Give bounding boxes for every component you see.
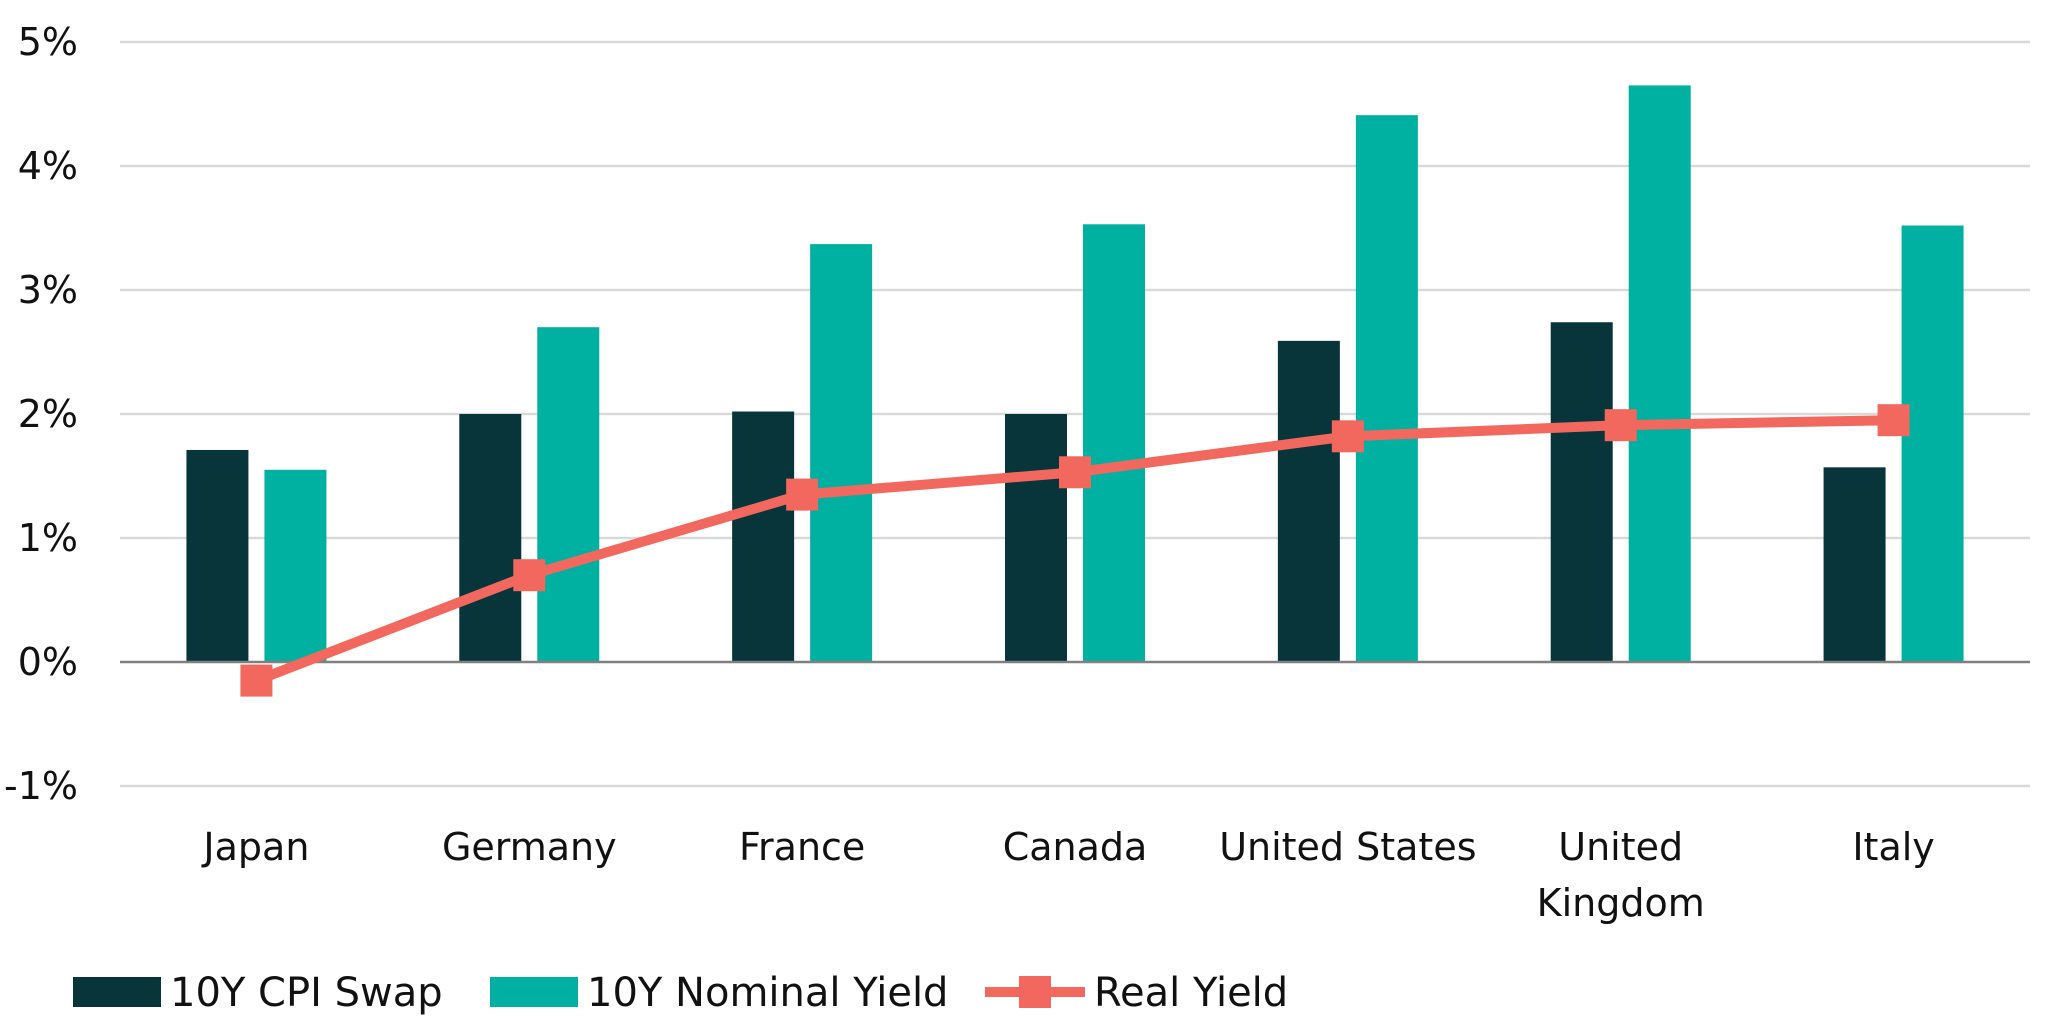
legend: 10Y CPI Swap 10Y Nominal Yield Real Yield bbox=[73, 970, 1288, 1016]
y-tick-label: -1% bbox=[4, 764, 78, 808]
x-category-label: United Kingdom bbox=[1537, 825, 1705, 925]
real-yield-marker bbox=[1059, 456, 1091, 489]
bar-cpi-swap bbox=[732, 411, 795, 662]
legend-label-nominal-yield: 10Y Nominal Yield bbox=[587, 970, 948, 1016]
real-yield-marker bbox=[1877, 404, 1910, 437]
x-category-label-line: Kingdom bbox=[1537, 881, 1705, 925]
x-category-label-line: Japan bbox=[201, 825, 309, 869]
x-axis-category-labels: Japan Germany France Canada United States Uni… bbox=[201, 825, 1934, 925]
x-category-label: United States bbox=[1219, 825, 1476, 869]
bar-nominal-yield bbox=[1628, 85, 1691, 662]
bar-nominal-yield bbox=[810, 244, 873, 662]
bar-nominal-yield bbox=[264, 469, 327, 662]
y-tick-label: 5% bbox=[18, 20, 78, 64]
bar-cpi-swap bbox=[1005, 414, 1067, 662]
legend-label-cpi-swap: 10Y CPI Swap bbox=[170, 970, 443, 1016]
x-category-label-line: Canada bbox=[1003, 825, 1148, 869]
legend-marker-real-yield bbox=[1019, 976, 1051, 1008]
bar-nominal-yield bbox=[1355, 115, 1418, 662]
bars bbox=[186, 85, 1964, 662]
real-yield-marker bbox=[1331, 420, 1364, 453]
x-category-label: Italy bbox=[1852, 825, 1934, 869]
legend-swatch-nominal-yield bbox=[490, 977, 578, 1007]
x-category-label: Germany bbox=[442, 825, 617, 869]
y-tick-label: 2% bbox=[18, 392, 78, 436]
y-axis-tick-labels: 5% 4% 3% 2% 1% 0% -1% bbox=[4, 20, 78, 808]
y-tick-label: 3% bbox=[18, 268, 78, 312]
x-category-label-line: France bbox=[739, 825, 865, 869]
bar-cpi-swap bbox=[1550, 322, 1613, 662]
real-yield-marker bbox=[1604, 409, 1637, 442]
legend-swatch-cpi-swap bbox=[73, 977, 161, 1007]
x-category-label-line: United States bbox=[1219, 825, 1476, 869]
bar-nominal-yield bbox=[1901, 225, 1964, 662]
real-yield-marker bbox=[513, 559, 546, 592]
real-yield-marker bbox=[786, 478, 819, 511]
legend-label-real-yield: Real Yield bbox=[1094, 970, 1288, 1016]
x-category-label-line: Germany bbox=[442, 825, 617, 869]
bar-cpi-swap bbox=[1823, 467, 1886, 662]
real-yield-marker bbox=[240, 664, 273, 697]
y-tick-label: 4% bbox=[18, 144, 78, 188]
gridlines bbox=[120, 40, 2030, 788]
y-tick-label: 0% bbox=[18, 640, 78, 684]
bar-cpi-swap bbox=[186, 449, 249, 662]
y-tick-label: 1% bbox=[18, 516, 78, 560]
bar-cpi-swap bbox=[459, 414, 522, 662]
bar-nominal-yield bbox=[537, 327, 600, 662]
x-category-label: Canada bbox=[1003, 825, 1148, 869]
x-category-label-line: United bbox=[1558, 825, 1683, 869]
bar-cpi-swap bbox=[1277, 340, 1340, 662]
x-category-label-line: Italy bbox=[1852, 825, 1934, 869]
real-yield-line-series bbox=[240, 404, 1910, 697]
x-category-label: France bbox=[739, 825, 865, 869]
x-category-label: Japan bbox=[201, 825, 309, 869]
bar-nominal-yield bbox=[1083, 224, 1145, 662]
